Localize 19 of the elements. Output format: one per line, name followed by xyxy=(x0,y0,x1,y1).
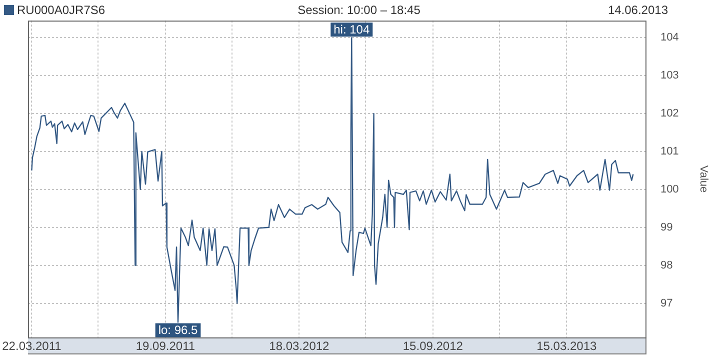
chart-subtitle: Session: 10:00 – 18:45 xyxy=(298,3,420,17)
text: 14.06.2013 xyxy=(608,3,668,17)
annotation: lo: 96.5 xyxy=(158,323,198,338)
x-tick-label: 15.03.2013 xyxy=(536,338,598,353)
y-axis-title: Value xyxy=(697,165,710,193)
y-tick-label: 99 xyxy=(660,221,673,234)
y-tick-label: 98 xyxy=(660,259,673,272)
x-tick-label: 22.03.2011 xyxy=(2,338,62,353)
x-tick-label: 18.03.2012 xyxy=(269,338,330,353)
x-tick-label: 15.09.2012 xyxy=(402,338,464,353)
y-tick-label: 103 xyxy=(660,70,679,82)
y-tick-label: 101 xyxy=(660,146,679,158)
annotation: hi: 104 xyxy=(334,22,370,36)
y-tick-label: 104 xyxy=(660,32,679,44)
y-tick-label: 97 xyxy=(660,297,673,310)
y-tick-label: 100 xyxy=(660,183,679,196)
legend-label: RU000A0JR7S6 xyxy=(17,3,106,17)
x-tick-label: 19.09.2011 xyxy=(136,338,196,353)
y-tick-label: 102 xyxy=(660,108,679,120)
